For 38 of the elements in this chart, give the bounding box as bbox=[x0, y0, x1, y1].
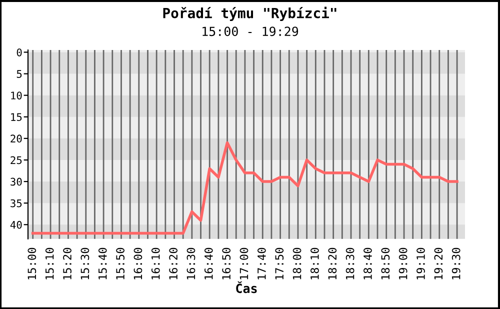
y-tick-label: 5 bbox=[16, 70, 22, 78]
x-tick-label: 19:30 bbox=[452, 248, 460, 280]
x-tick-label: 18:50 bbox=[381, 248, 390, 280]
y-tick-label: 15 bbox=[11, 113, 22, 122]
y-tick-label: 25 bbox=[10, 156, 22, 164]
x-tick-label: 15:30 bbox=[80, 248, 90, 280]
x-tick-label: 18:00 bbox=[292, 248, 302, 280]
x-tick-label: 18:30 bbox=[346, 248, 354, 280]
x-tick-label: 15:10 bbox=[45, 248, 54, 280]
x-axis-title: Čas bbox=[236, 281, 257, 294]
x-tick-label: 18:20 bbox=[328, 248, 337, 280]
y-tick-label: 20 bbox=[10, 134, 22, 143]
line-series bbox=[31, 141, 458, 235]
y-tick-label: 40 bbox=[10, 220, 22, 229]
chart-subtitle: 15:00 - 19:29 bbox=[202, 26, 298, 36]
x-tick-label: 15:00 bbox=[28, 248, 36, 280]
x-tick-label: 18:40 bbox=[364, 248, 372, 280]
x-tick-label: 19:10 bbox=[416, 248, 425, 280]
x-tick-label: 18:10 bbox=[310, 248, 319, 280]
x-tick-label: 16:50 bbox=[222, 248, 231, 280]
x-tick-label: 17:00 bbox=[240, 248, 248, 280]
y-tick-label: 0 bbox=[16, 48, 22, 56]
chart-title: Pořadí týmu "Rybízci" bbox=[163, 6, 336, 21]
y-tick-label: 35 bbox=[10, 199, 22, 208]
x-tick-label: 16:10 bbox=[151, 248, 160, 280]
x-tick-label: 16:20 bbox=[169, 248, 178, 280]
y-tick-label: 10 bbox=[11, 92, 22, 100]
x-tick-label: 16:00 bbox=[134, 248, 142, 280]
y-tick-label: 30 bbox=[10, 178, 22, 186]
x-tick-label: 15:50 bbox=[116, 248, 124, 280]
x-tick-label: 16:30 bbox=[186, 248, 196, 280]
x-tick-label: 19:00 bbox=[398, 248, 408, 280]
x-tick-label: 17:40 bbox=[257, 248, 266, 280]
x-tick-label: 15:40 bbox=[98, 248, 107, 280]
x-tick-label: 16:40 bbox=[204, 248, 213, 280]
x-tick-label: 15:20 bbox=[63, 248, 72, 280]
x-tick-label: 19:20 bbox=[434, 248, 443, 280]
x-tick-label: 17:50 bbox=[275, 248, 284, 280]
